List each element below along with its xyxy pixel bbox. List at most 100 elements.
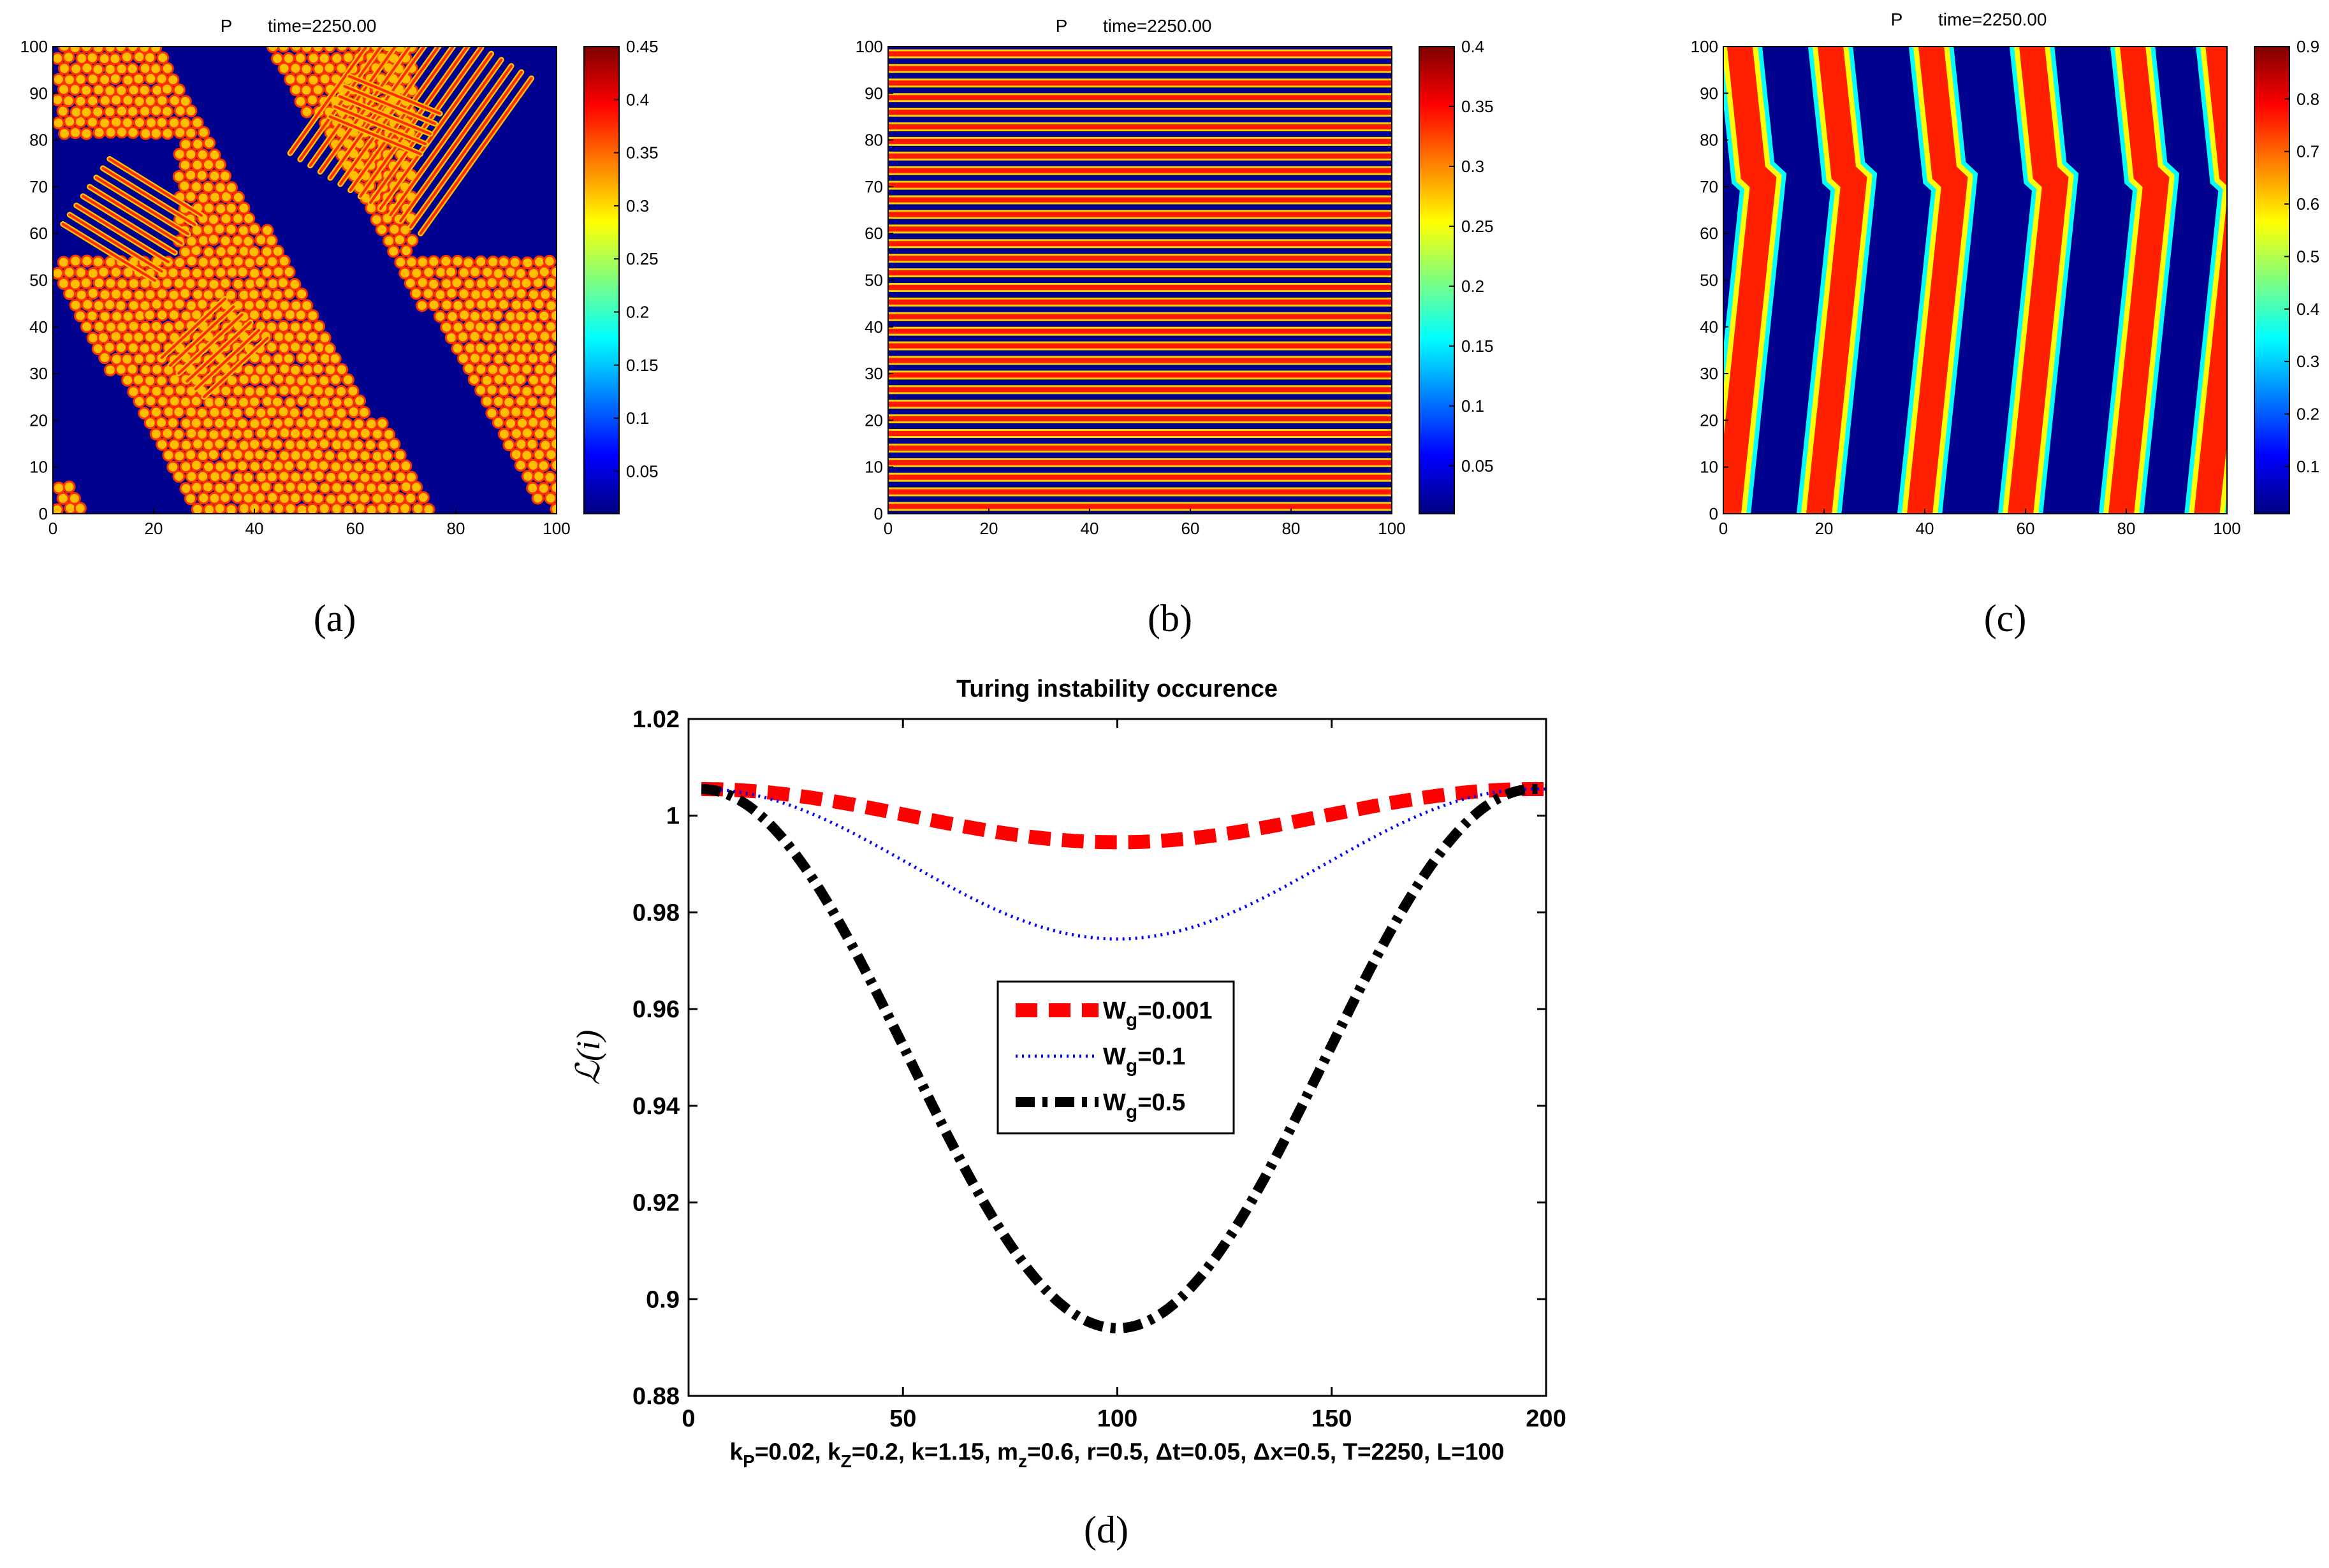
heatmap-panel-a: P time=2250.00 0 20 40 60 80 100 0 10 20 30 40 50 60… [20,16,659,639]
spot [74,266,87,279]
spot [340,438,354,451]
spot [515,437,528,451]
spot [244,277,257,291]
spot [277,470,291,483]
y-tick-label: 0.92 [632,1190,680,1217]
spot [474,277,488,291]
panel-c-ytick-label: 100 [1691,37,1718,56]
spot [503,287,516,300]
stripe-core [319,47,412,173]
spot [300,47,314,54]
spot [219,427,232,440]
panel-b-cbar-tick-label: 0.3 [1461,157,1484,176]
stripe-core [888,80,1392,86]
spot [569,428,580,439]
spot [201,180,215,194]
spot [265,321,279,334]
spot [497,384,511,398]
spot [242,470,255,484]
spot [85,309,99,323]
spot [98,73,112,86]
panel-a-ticks: 0 20 40 60 80 100 0 10 20 30 40 50 60 70 80 90 100 [20,37,571,538]
spot [57,47,71,53]
spot [56,105,69,118]
panel-b-colorbar [1419,46,1455,514]
panel-c-cbar-tick-label: 0.7 [2296,142,2319,161]
stripe-core [888,110,1392,115]
panel-c-pattern [1723,47,2227,514]
spot [342,396,355,409]
stripe-core [338,95,432,135]
spot [231,427,244,440]
spot [110,115,123,129]
panel-b-cbar-tick-label: 0.2 [1461,277,1484,296]
stripe-core [343,85,437,126]
spot [312,384,325,398]
stripe-core [888,328,1392,334]
spot [307,52,320,65]
spot [120,352,134,366]
spot [381,449,394,463]
spot [224,222,238,236]
stripe-core [389,58,503,217]
spot [121,94,135,107]
spot [127,385,140,398]
spot [312,492,325,505]
spot [126,62,139,75]
spot [520,449,534,462]
spot [422,266,435,279]
spot [521,256,534,270]
spot [398,266,412,280]
spot [469,288,483,301]
spot [161,82,174,96]
panel-c-cbar-tick-label: 0.6 [2296,194,2319,214]
spot [405,470,418,484]
chart-title: Turing instability occurence [956,676,1278,702]
panel-c-cbar-tick-label: 0.3 [2296,352,2319,371]
spot [289,299,303,312]
spot [514,267,527,280]
spot [532,298,546,311]
spot [149,340,163,354]
spot [289,449,302,462]
spot [150,298,163,311]
spot [248,437,261,451]
spot [149,62,163,75]
spot [266,491,279,504]
spot [114,299,128,312]
spot [474,321,487,334]
spot [219,469,232,483]
spot [109,266,122,279]
spot [207,278,221,291]
spot [556,303,557,308]
panel-c-ytick-label: 90 [1700,83,1718,103]
spot [224,459,238,472]
spot [248,222,261,236]
spot [91,105,105,119]
spot [492,287,505,301]
spot [520,385,534,398]
spot [543,384,557,397]
panel-c-ytick-label: 30 [1700,364,1718,383]
panel-a-ytick-label: 30 [29,364,48,383]
spot [467,373,481,386]
spot [295,394,309,407]
spot [172,470,186,483]
spot [226,374,239,388]
spot [509,321,522,334]
spot [103,62,117,76]
stripe-core [82,194,177,254]
spot [196,256,210,269]
spot [532,407,546,420]
spot [520,363,534,376]
spot [537,351,551,365]
spot [196,191,210,205]
spot [375,223,388,236]
spot [219,212,233,226]
stripe-core [888,504,1392,509]
panel-a-xtick-label: 20 [145,519,163,538]
spot [561,354,572,365]
spot [492,267,505,280]
spot [214,181,227,194]
spot [342,51,355,64]
